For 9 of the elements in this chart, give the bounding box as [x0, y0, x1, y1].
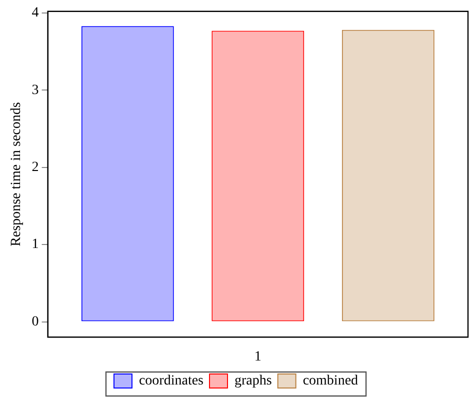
- legend-label: combined: [302, 374, 358, 389]
- y-tick-label: 2: [32, 160, 39, 176]
- y-tick-label: 1: [32, 237, 39, 252]
- y-axis-title: Response time in seconds: [9, 102, 24, 246]
- legend-label: coordinates: [138, 374, 204, 389]
- y-tick-label: 4: [32, 6, 39, 21]
- legend-label: graphs: [234, 374, 272, 389]
- y-tick-label: 3: [32, 82, 39, 98]
- y-tick-label: 0: [32, 314, 39, 330]
